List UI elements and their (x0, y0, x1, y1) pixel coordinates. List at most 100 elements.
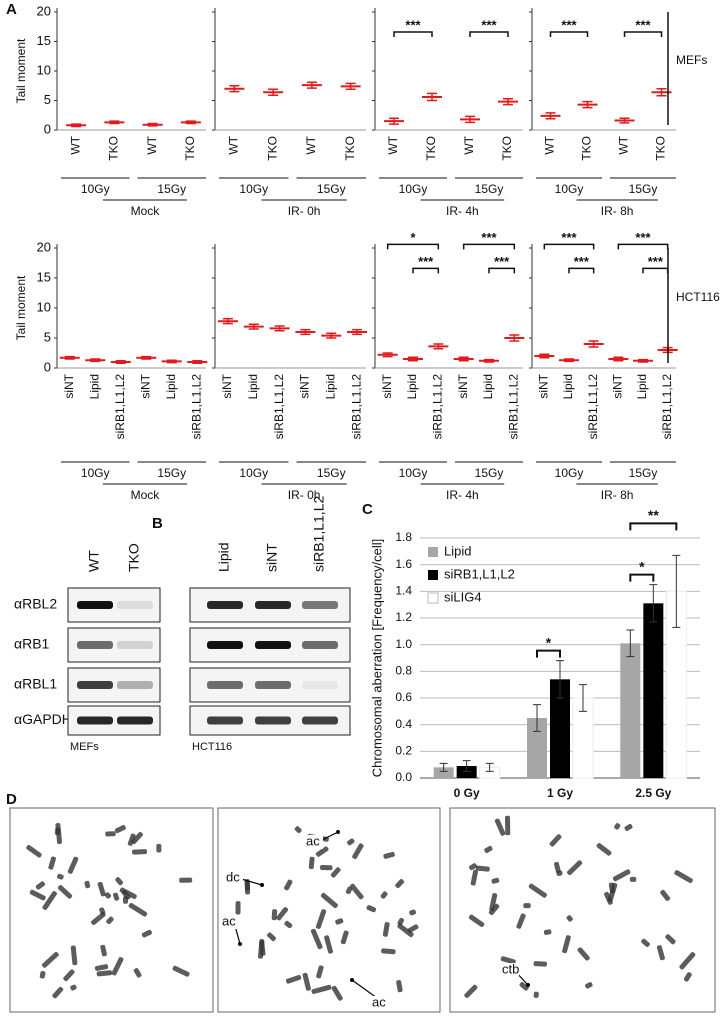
chromosome (381, 948, 396, 955)
chromosome (383, 851, 395, 859)
significance-bracket (623, 31, 663, 38)
error-bar (588, 340, 599, 348)
y-tick-label: 15 (37, 33, 51, 48)
error-bar (90, 358, 101, 363)
error-bar (533, 704, 541, 732)
error-bar (147, 122, 158, 127)
chromosome (469, 863, 477, 871)
blot-band (117, 641, 153, 649)
error-bar (539, 353, 550, 359)
error-bar (326, 332, 337, 339)
chromosome (519, 982, 529, 991)
x-tick-label: siNT (298, 373, 312, 398)
error-bar (115, 360, 126, 364)
group-label: 10Gy (399, 466, 428, 480)
lane-label: siRB1,L1,L2 (311, 496, 327, 572)
error-bar (626, 629, 635, 658)
chromosome (119, 887, 137, 900)
chromosome (596, 843, 612, 856)
significance-label: * (410, 230, 416, 245)
micrograph-label: ac (372, 994, 386, 1009)
x-tick-label: TKO (183, 136, 197, 161)
error-bar (485, 762, 494, 772)
error-bar (427, 92, 437, 102)
chromosome (244, 879, 251, 891)
bar (550, 679, 570, 778)
chromosome (331, 985, 343, 1001)
group-label: 10Gy (399, 182, 428, 196)
chromosome (320, 892, 338, 909)
x-tick-label: TKO (424, 136, 438, 161)
error-bar (229, 85, 240, 93)
chromosome (294, 826, 302, 834)
chromosome (577, 947, 590, 961)
error-bar (300, 328, 311, 336)
blot-band (77, 681, 113, 689)
chromosome (271, 909, 278, 921)
group-label: 15Gy (157, 466, 186, 480)
bar (527, 718, 547, 778)
x-tick-label: siRB1,L1,L2 (272, 374, 286, 440)
y-tick-label: 0 (44, 359, 51, 374)
significance-bracket (536, 649, 561, 658)
chromosome (347, 838, 355, 846)
blot-band (207, 681, 243, 689)
error-bar (141, 355, 152, 360)
significance-label: ** (648, 507, 659, 523)
x-tick-label: 0 Gy (454, 786, 480, 800)
chromosome (409, 909, 417, 916)
blot-band (117, 601, 153, 609)
error-bar (564, 358, 574, 363)
chromosome (310, 928, 323, 950)
chromosome (533, 991, 539, 998)
treatment-label: Mock (131, 204, 161, 218)
panel-label: B (152, 515, 163, 532)
chromosome (397, 923, 414, 938)
chromosome (132, 849, 148, 855)
blot-row-label: αRB1 (14, 636, 50, 652)
significance-bracket (543, 243, 595, 250)
significance-label: *** (561, 17, 577, 32)
group-label: 15Gy (629, 466, 658, 480)
chromosome (464, 984, 478, 998)
blot-band (117, 716, 153, 725)
chromosome (29, 889, 46, 901)
blot-band (255, 641, 291, 649)
y-tick-label: 1.0 (395, 637, 412, 651)
chromosome (554, 861, 561, 873)
micrograph-frame (9, 807, 214, 1013)
x-tick-label: Lipid (246, 374, 260, 399)
chromosome (111, 957, 124, 976)
treatment-label: IR- 4h (446, 204, 479, 218)
arrow-head (350, 978, 354, 982)
error-bar (71, 123, 82, 128)
error-bar (109, 120, 120, 125)
group-label: 15Gy (475, 466, 504, 480)
group-label: 10Gy (239, 466, 268, 480)
error-bar (503, 97, 513, 106)
label-bg (219, 915, 239, 929)
error-bar (509, 334, 520, 342)
chromosome (70, 984, 77, 991)
chromosome (566, 915, 573, 922)
error-bar (192, 360, 203, 364)
x-tick-label: Lipid (323, 374, 337, 399)
chromosome (91, 912, 106, 925)
chromosome (395, 879, 405, 889)
x-tick-label: WT (617, 135, 631, 154)
error-bar (556, 660, 564, 699)
chromosome (122, 896, 129, 904)
error-bar (545, 112, 556, 120)
chromosome (641, 938, 650, 947)
blot-band (255, 601, 291, 609)
chromosome (284, 920, 293, 929)
chromosome (494, 818, 506, 836)
chromosome (127, 833, 136, 846)
chromosome (54, 827, 61, 836)
error-bar (248, 323, 259, 330)
blot-cell-label: MEFs (70, 741, 99, 753)
x-tick-label: siRB1,L1,L2 (431, 374, 445, 440)
error-bar (582, 100, 593, 109)
y-tick-label: 0 (44, 121, 51, 136)
y-tick-label: 0.6 (395, 690, 412, 704)
